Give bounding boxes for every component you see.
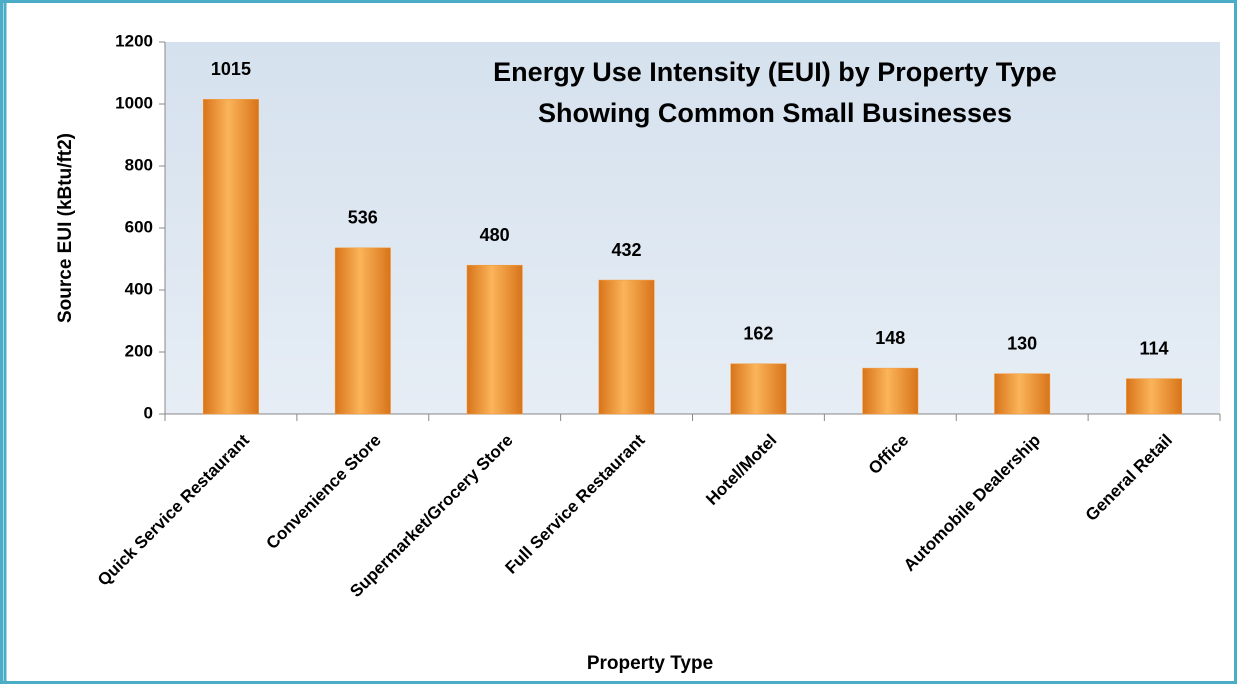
bar [1126,378,1183,415]
x-tick-label: Full Service Restaurant [502,430,649,577]
y-tick-label: 0 [144,403,153,422]
x-tick-label: General Retail [1082,431,1176,525]
data-label: 148 [875,328,905,348]
y-tick-label: 600 [125,217,153,236]
x-tick-label: Hotel/Motel [702,431,780,509]
bar [202,99,259,415]
data-label: 162 [743,324,773,344]
data-label: 432 [612,240,642,260]
x-tick-label: Office [865,431,913,479]
bar [466,264,523,415]
data-label: 536 [348,208,378,228]
x-tick-label: Convenience Store [262,431,384,553]
chart-title: Energy Use Intensity (EUI) by Property T… [493,57,1057,87]
data-label: 1015 [211,59,251,79]
data-label: 480 [480,225,510,245]
y-tick-label: 800 [125,155,153,174]
bar [334,247,391,415]
bar [598,279,655,415]
y-axis-label: Source EUI (kBtu/ft2) [55,133,76,323]
data-label: 130 [1007,333,1037,353]
bar [994,373,1051,415]
x-tick-label: Quick Service Restaurant [94,430,253,589]
y-tick-label: 1200 [115,31,153,50]
bar [730,363,787,415]
y-tick-label: 1000 [115,93,153,112]
bar [862,367,919,415]
y-tick-label: 400 [125,279,153,298]
data-label: 114 [1140,338,1169,358]
chart-subtitle: Showing Common Small Businesses [538,98,1012,128]
x-tick-label: Automobile Dealership [900,431,1044,575]
y-tick-label: 200 [125,341,153,360]
x-axis-label: Property Type [587,653,713,674]
